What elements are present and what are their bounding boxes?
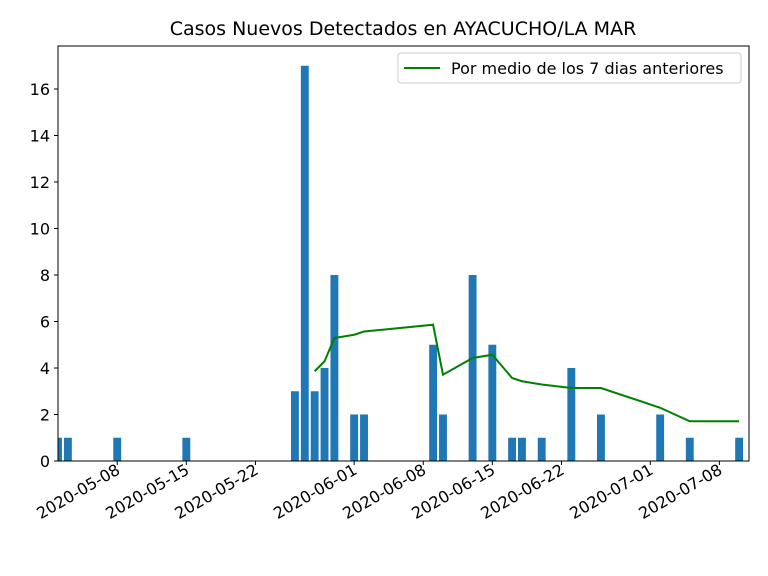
y-tick-label: 2: [40, 406, 50, 425]
y-tick-label: 10: [30, 220, 50, 239]
y-axis: 0 2 4 6 8 10 12 14 16: [30, 80, 58, 471]
legend: Por medio de los 7 dias anteriores: [397, 52, 742, 84]
bar: [537, 437, 546, 461]
bar: [735, 437, 744, 461]
y-tick-label: 8: [40, 266, 50, 285]
bar: [685, 437, 694, 461]
bar: [567, 368, 576, 461]
bar: [429, 344, 438, 461]
bar: [300, 65, 309, 461]
y-tick-label: 14: [30, 127, 50, 146]
bar: [488, 344, 497, 461]
plot-frame: [57, 45, 750, 462]
legend-box: [397, 52, 742, 84]
bar: [508, 437, 517, 461]
y-tick-label: 0: [40, 452, 50, 471]
average-line-layer: [313, 323, 740, 423]
bar: [350, 414, 359, 461]
y-tick-label: 6: [40, 313, 50, 332]
bar: [330, 275, 339, 461]
bar: [182, 437, 191, 461]
bar: [113, 437, 122, 461]
bar: [596, 414, 605, 461]
y-tick-label: 16: [30, 80, 50, 99]
bar: [320, 368, 329, 461]
chart-title: Casos Nuevos Detectados en AYACUCHO/LA M…: [170, 18, 637, 40]
bar: [63, 437, 72, 461]
bar: [290, 391, 299, 461]
bar: [58, 437, 62, 461]
bars-layer: [58, 65, 744, 461]
bar: [310, 391, 319, 461]
legend-label: Por medio de los 7 dias anteriores: [451, 59, 724, 78]
bar: [439, 414, 447, 461]
y-tick-label: 4: [40, 359, 50, 378]
bar: [656, 414, 665, 461]
bar: [518, 437, 526, 461]
average-line: [313, 323, 740, 423]
bar: [360, 414, 368, 461]
bar: [468, 275, 477, 461]
y-tick-label: 12: [30, 173, 50, 192]
